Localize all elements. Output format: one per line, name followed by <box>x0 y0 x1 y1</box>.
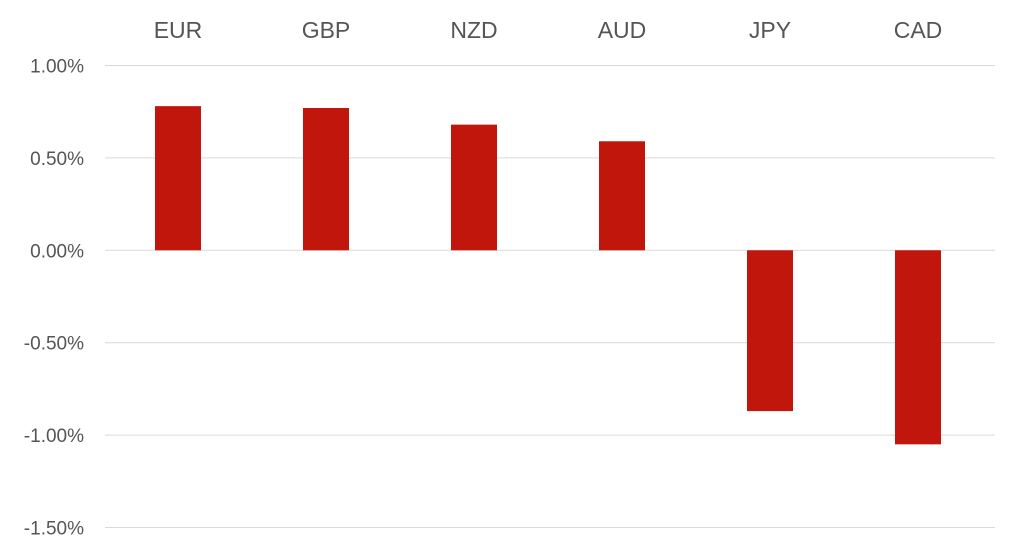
bar <box>303 108 349 251</box>
gridlines <box>105 65 995 528</box>
y-tick-label: -1.50% <box>24 519 84 540</box>
category-label: GBP <box>302 17 351 43</box>
category-label: AUD <box>598 17 647 43</box>
y-tick-label: 0.00% <box>30 241 84 262</box>
category-label: CAD <box>894 17 943 43</box>
bar <box>155 106 201 251</box>
bar <box>451 124 497 251</box>
bar <box>895 250 941 445</box>
y-tick-label: -0.50% <box>24 334 84 355</box>
y-tick-label: -1.00% <box>24 426 84 447</box>
category-label: NZD <box>450 17 497 43</box>
bars <box>155 106 941 445</box>
y-tick-label: 1.00% <box>30 57 84 78</box>
y-tick-label: 0.50% <box>30 149 84 170</box>
y-axis-tick-labels: 1.00% 0.50% 0.00% -0.50% -1.00% -1.50% <box>24 57 84 540</box>
category-label: EUR <box>154 17 203 43</box>
category-label: JPY <box>749 17 791 43</box>
category-labels: EUR GBP NZD AUD JPY CAD <box>154 17 943 43</box>
bar <box>747 250 793 412</box>
bar <box>599 141 645 251</box>
